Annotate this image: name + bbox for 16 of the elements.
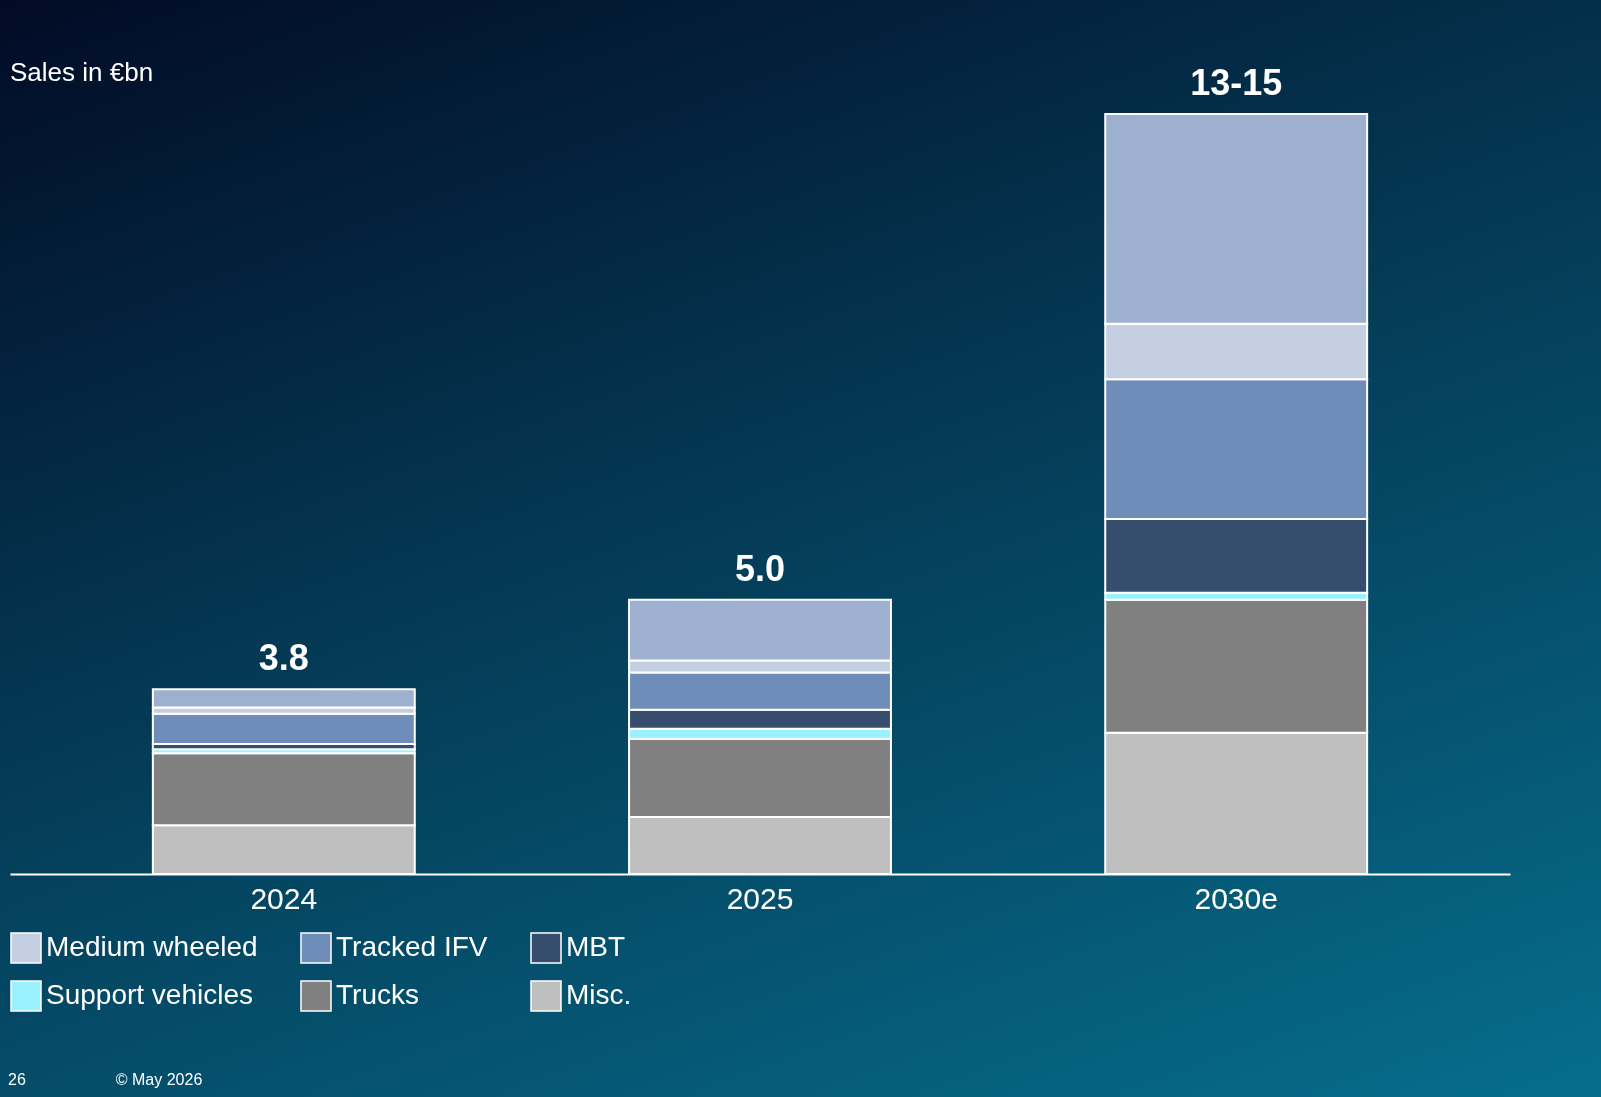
legend-label: Misc. (566, 979, 632, 1010)
annotation: 13-15 (1190, 62, 1283, 103)
legend-label: Trucks (336, 979, 419, 1010)
annotation: 5.0 (734, 547, 786, 589)
legend-label: MBT (566, 931, 626, 962)
annotation: 3.8 (258, 637, 309, 679)
y-axis-title: Sales in €bn (10, 57, 154, 87)
legend-label: Tracked IFV (336, 931, 488, 962)
x-tick-label: 2030e (1194, 881, 1278, 915)
legend-label: Support vehicles (46, 979, 254, 1010)
legend-label: Medium wheeled (46, 931, 258, 962)
x-tick-label: 2024 (250, 881, 318, 915)
x-tick-label: 2025 (726, 881, 794, 915)
text: 26 (8, 1071, 26, 1089)
bar (151, 712, 416, 746)
text: © May 2026 (115, 1071, 203, 1089)
